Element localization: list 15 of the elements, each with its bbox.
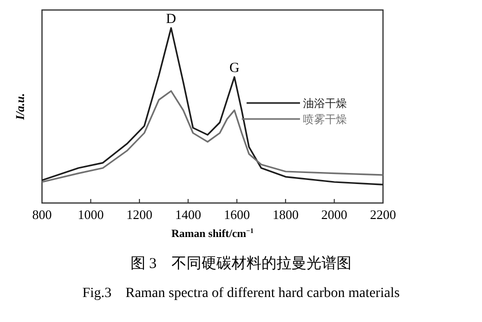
y-axis-title: I/a.u. xyxy=(13,93,27,121)
caption: 图 3 不同硬碳材料的拉曼光谱图 xyxy=(130,255,352,272)
x-tick-label: 800 xyxy=(32,207,52,222)
x-tick-label: 1400 xyxy=(175,207,202,222)
x-tick-label: 1200 xyxy=(126,207,152,222)
caption: Fig.3 Raman spectra of different hard carbon materials xyxy=(82,286,400,301)
x-axis-title: Raman shift/cm$^{−1}$ xyxy=(171,227,254,240)
x-tick-label: 1600 xyxy=(224,207,250,222)
annotation: G xyxy=(229,61,240,76)
x-tick-label: 1000 xyxy=(78,207,104,222)
legend-label: 油浴干燥 xyxy=(303,97,347,110)
x-tick-label: 2000 xyxy=(321,207,348,222)
x-tick-label: 2200 xyxy=(370,207,396,222)
x-tick-label: 1800 xyxy=(272,207,299,222)
annotation: D xyxy=(166,12,176,27)
